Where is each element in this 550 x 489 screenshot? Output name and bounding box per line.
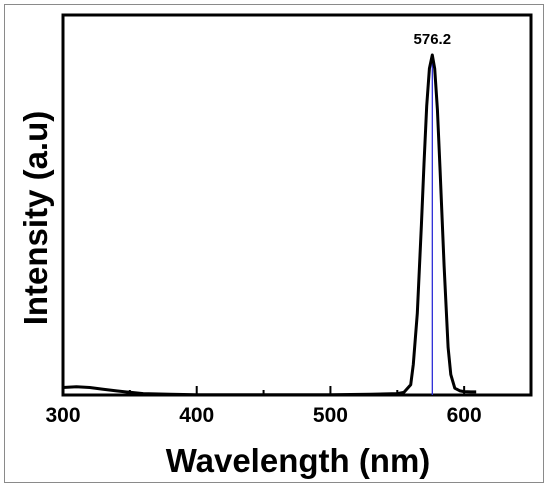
plot-area-border (61, 13, 533, 397)
peak-annotation-label: 576.2 (414, 31, 452, 48)
spectrum-line (62, 53, 477, 397)
x-axis-label: Wavelength (nm) (166, 442, 431, 479)
x-tick-label: 300 (45, 404, 80, 427)
x-tick-label: 500 (313, 404, 348, 427)
x-tick-label: 600 (447, 404, 482, 427)
x-tick-label: 400 (179, 404, 214, 427)
chart-frame (4, 4, 544, 483)
plot-layer: 300 400 500 600 576.2 (45, 13, 533, 427)
y-axis-label: Intensity (a.u) (17, 111, 54, 326)
